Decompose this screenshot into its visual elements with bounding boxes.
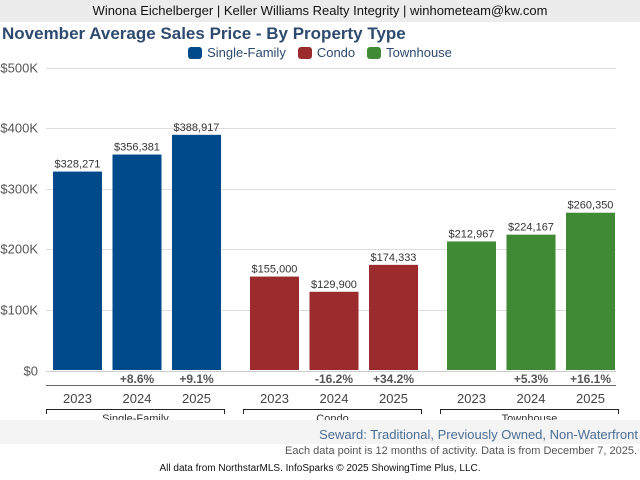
bar[interactable] <box>506 234 556 370</box>
y-tick-label: $300K <box>0 182 38 197</box>
bar[interactable] <box>112 154 162 370</box>
data-note: Each data point is 12 months of activity… <box>285 445 637 457</box>
legend-swatch <box>367 46 382 59</box>
change-label: -16.2% <box>315 372 353 386</box>
data-label: $388,917 <box>174 122 220 134</box>
chart-title: November Average Sales Price - By Proper… <box>2 24 406 43</box>
bar[interactable] <box>53 171 102 370</box>
agent-info-bar: Winona Eichelberger | Keller Williams Re… <box>0 0 640 22</box>
data-label: $328,271 <box>55 159 101 171</box>
data-label: $224,167 <box>508 222 554 234</box>
y-tick-label: $200K <box>0 242 38 257</box>
legend-label: Single-Family <box>207 45 286 60</box>
x-tick-label: 2024 <box>320 391 349 406</box>
y-tick-label: $0 <box>24 364 38 379</box>
group-bracket <box>243 409 422 414</box>
legend-item-condo[interactable]: Condo <box>297 45 356 60</box>
change-label: +5.3% <box>514 372 549 386</box>
group-label: Single-Family <box>102 413 169 420</box>
x-tick-label: 2025 <box>182 391 211 406</box>
legend-item-single-family[interactable]: Single-Family <box>188 45 286 60</box>
bar[interactable] <box>369 264 418 370</box>
bar[interactable] <box>447 241 496 370</box>
chart-subtitle: Seward: Traditional, Previously Owned, N… <box>319 427 638 442</box>
data-label: $129,900 <box>311 279 357 291</box>
x-tick-label: 2024 <box>517 391 546 406</box>
group-label: Condo <box>316 413 348 420</box>
change-label: +16.1% <box>570 372 611 386</box>
legend-label: Townhouse <box>386 45 452 60</box>
subtitle-band <box>0 420 640 444</box>
group-bracket <box>46 409 225 414</box>
group-label: Townhouse <box>502 413 558 420</box>
change-label: +34.2% <box>373 372 414 386</box>
x-tick-label: 2023 <box>63 391 92 406</box>
bar[interactable] <box>250 276 299 370</box>
y-tick-label: $400K <box>0 121 38 136</box>
change-label: +8.6% <box>120 372 155 386</box>
x-tick-label: 2024 <box>123 391 152 406</box>
data-label: $212,967 <box>449 228 495 240</box>
x-tick-label: 2023 <box>260 391 289 406</box>
x-tick-label: 2023 <box>457 391 486 406</box>
legend: Single-Family Condo Townhouse <box>0 45 640 60</box>
data-label: $174,333 <box>371 252 417 264</box>
y-tick-label: $100K <box>0 303 38 318</box>
bar[interactable] <box>309 291 359 370</box>
x-tick-label: 2025 <box>576 391 605 406</box>
data-label: $155,000 <box>252 264 298 276</box>
bar-chart: $0 $100K $200K $300K $400K $500K $328,271 2023 $… <box>0 61 619 420</box>
legend-swatch <box>297 46 312 59</box>
data-label: $356,381 <box>114 142 160 154</box>
legend-label: Condo <box>316 45 356 60</box>
y-tick-label: $500K <box>0 61 38 76</box>
change-label: +9.1% <box>179 372 214 386</box>
footer-credit: All data from NorthstarMLS. InfoSparks ©… <box>159 463 481 474</box>
legend-swatch <box>188 46 203 59</box>
x-tick-label: 2025 <box>379 391 408 406</box>
data-label: $260,350 <box>568 200 614 212</box>
legend-item-townhouse[interactable]: Townhouse <box>367 45 452 60</box>
group-bracket <box>440 409 619 414</box>
bar[interactable] <box>172 134 221 370</box>
bar[interactable] <box>566 212 615 370</box>
